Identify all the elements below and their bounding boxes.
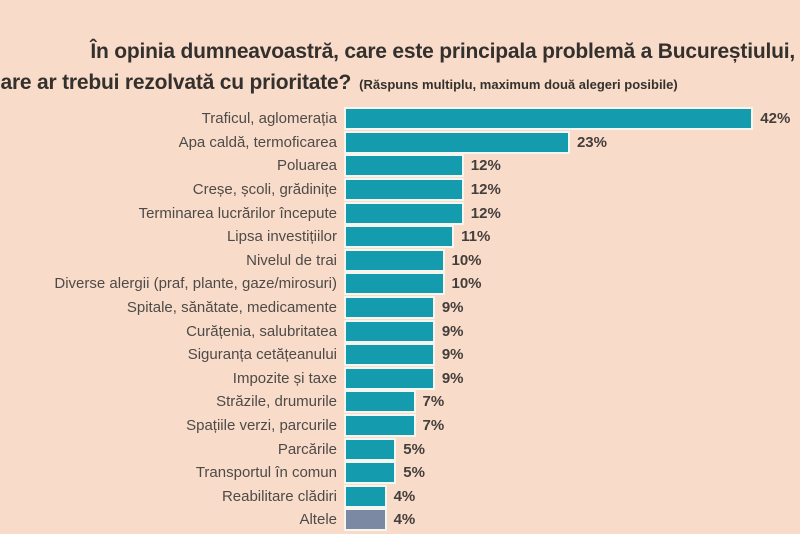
category-label: Impozite și taxe	[232, 369, 337, 387]
value-label: 9%	[441, 299, 464, 317]
chart-title-line-1: În opinia dumneavoastră, care este princ…	[0, 36, 800, 67]
chart-title-line-2-text: care ar trebui rezolvată cu prioritate?	[0, 71, 352, 94]
category-label: Curățenia, salubritatea	[186, 322, 337, 340]
value-label: 7%	[422, 417, 445, 435]
category-label: Apa caldă, termoficarea	[178, 133, 337, 151]
bar	[346, 109, 752, 129]
chart-title: În opinia dumneavoastră, care este princ…	[0, 36, 800, 100]
category-label: Transportul în comun	[195, 464, 337, 482]
value-label: 10%	[451, 275, 482, 293]
bar	[346, 274, 443, 294]
bar-row: Parcările 5%	[0, 437, 800, 461]
chart-subtitle-note: (Răspuns multiplu, maximum două alegeri …	[359, 77, 678, 92]
category-label: Traficul, aglomerația	[201, 110, 337, 128]
category-label: Creșe, școli, grădinițe	[192, 181, 337, 199]
category-label: Reabilitare clădiri	[221, 487, 337, 505]
bar	[346, 321, 433, 341]
bar	[346, 156, 462, 176]
value-label: 10%	[451, 251, 482, 269]
bar-row: Traficul, aglomerația 42%	[0, 107, 800, 131]
bar-row: Impozite și taxe 9%	[0, 367, 800, 391]
value-label: 7%	[422, 393, 445, 411]
bar-row: Reabilitare clădiri 4%	[0, 485, 800, 509]
category-label: Nivelul de trai	[246, 251, 337, 269]
bar	[346, 486, 385, 506]
value-label: 12%	[470, 204, 501, 222]
bar	[346, 510, 385, 530]
value-label: 4%	[393, 487, 416, 505]
bar	[346, 298, 433, 318]
chart-title-line-1-text: În opinia dumneavoastră, care este princ…	[90, 40, 795, 63]
value-label: 42%	[760, 110, 791, 128]
bar-row: Apa caldă, termoficarea 23%	[0, 131, 800, 155]
bar	[346, 250, 443, 270]
category-label: Lipsa investițiilor	[226, 228, 337, 246]
bar-row: Străzile, drumurile 7%	[0, 390, 800, 414]
bar-row: Transportul în comun 5%	[0, 461, 800, 485]
bar	[346, 392, 414, 412]
value-label: 9%	[441, 322, 464, 340]
bar	[346, 439, 395, 459]
bar	[346, 463, 395, 483]
category-label: Altele	[299, 511, 337, 529]
value-label: 11%	[461, 228, 491, 246]
bar	[346, 345, 433, 365]
bar-row: Curățenia, salubritatea 9%	[0, 319, 800, 343]
chart-title-line-2: care ar trebui rezolvată cu prioritate? …	[0, 67, 800, 100]
value-label: 23%	[576, 133, 607, 151]
bar	[346, 132, 568, 152]
bar-row: Lipsa investițiilor 11%	[0, 225, 800, 249]
value-label: 12%	[470, 157, 501, 175]
category-label: Poluarea	[276, 157, 337, 175]
bar	[346, 416, 414, 436]
category-label: Străzile, drumurile	[216, 393, 337, 411]
bar-row: Altele 4%	[0, 508, 800, 532]
category-label: Spațiile verzi, parcurile	[186, 417, 337, 435]
category-label: Siguranța cetățeanului	[187, 346, 337, 364]
category-label: Terminarea lucrărilor începute	[138, 204, 337, 222]
bar	[346, 368, 433, 388]
value-label: 9%	[441, 346, 464, 364]
bar	[346, 203, 462, 223]
category-label: Parcările	[277, 440, 337, 458]
value-label: 12%	[470, 181, 501, 199]
value-label: 4%	[393, 511, 416, 529]
value-label: 5%	[403, 440, 425, 458]
category-label: Diverse alergii (praf, plante, gaze/miro…	[54, 275, 337, 293]
bar-row: Spitale, sănătate, medicamente 9%	[0, 296, 800, 320]
bar-row: Diverse alergii (praf, plante, gaze/miro…	[0, 272, 800, 296]
category-label: Spitale, sănătate, medicamente	[126, 299, 337, 317]
bar-row: Siguranța cetățeanului 9%	[0, 343, 800, 367]
bar-row: Poluarea 12%	[0, 154, 800, 178]
bar	[346, 227, 453, 247]
bar-row: Terminarea lucrărilor începute 12%	[0, 201, 800, 225]
bar-chart: Traficul, aglomerația 42% Apa caldă, termo…	[0, 107, 800, 532]
bar-row: Spațiile verzi, parcurile 7%	[0, 414, 800, 438]
value-label: 5%	[403, 464, 425, 482]
bar	[346, 180, 462, 200]
value-label: 9%	[441, 369, 464, 387]
bar-row: Creșe, școli, grădinițe 12%	[0, 178, 800, 202]
bar-row: Nivelul de trai 10%	[0, 249, 800, 273]
